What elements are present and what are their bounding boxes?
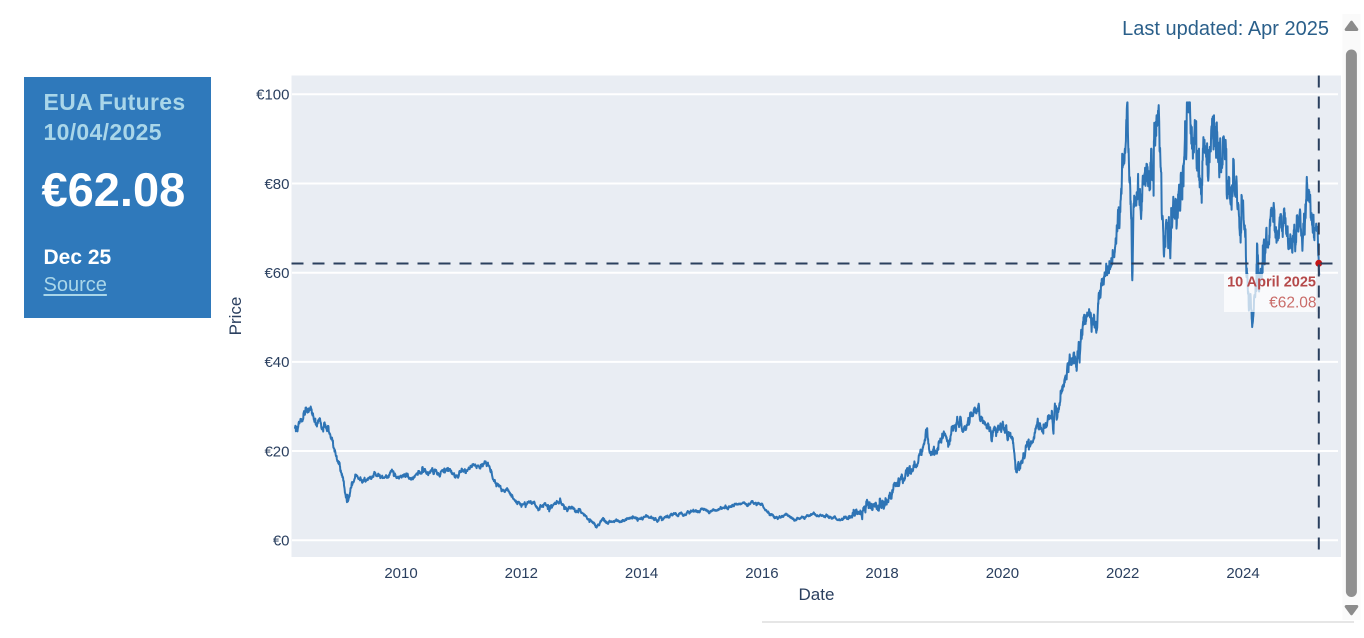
svg-text:€20: €20: [264, 443, 289, 460]
svg-text:€100: €100: [256, 87, 289, 104]
svg-text:2018: 2018: [865, 565, 898, 582]
svg-text:€80: €80: [264, 176, 289, 193]
svg-text:2022: 2022: [1106, 565, 1139, 582]
svg-text:Price: Price: [226, 297, 245, 336]
svg-text:2016: 2016: [745, 565, 778, 582]
svg-text:€62.08: €62.08: [1269, 295, 1316, 312]
svg-text:2010: 2010: [384, 565, 417, 582]
svg-text:2012: 2012: [505, 565, 538, 582]
svg-text:€60: €60: [264, 265, 289, 282]
svg-text:Date: Date: [799, 585, 835, 604]
svg-text:€40: €40: [264, 354, 289, 371]
svg-text:2014: 2014: [625, 565, 658, 582]
svg-text:€0: €0: [273, 533, 290, 550]
svg-text:10 April 2025: 10 April 2025: [1227, 275, 1316, 291]
svg-text:2020: 2020: [986, 565, 1019, 582]
svg-text:2024: 2024: [1226, 565, 1259, 582]
